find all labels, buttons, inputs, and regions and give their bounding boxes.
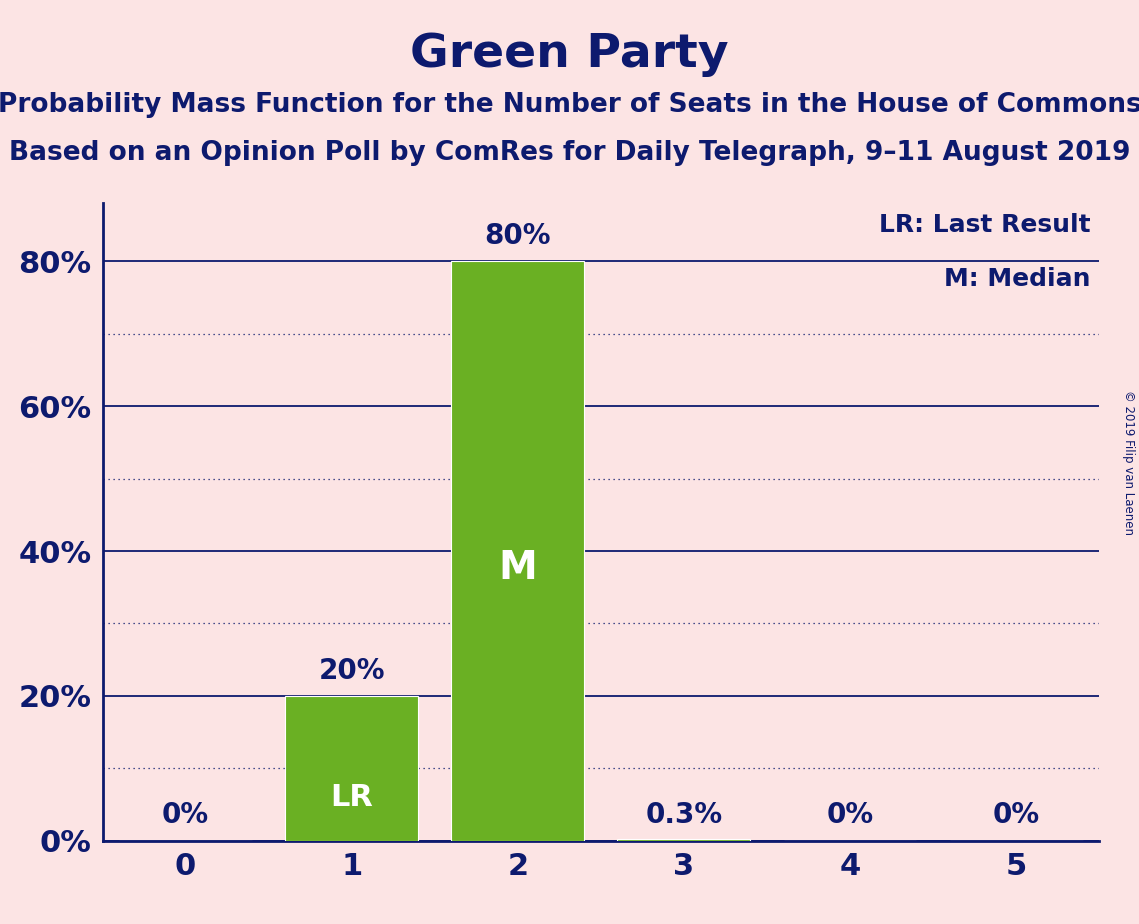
Text: Based on an Opinion Poll by ComRes for Daily Telegraph, 9–11 August 2019: Based on an Opinion Poll by ComRes for D…: [9, 140, 1130, 166]
Text: © 2019 Filip van Laenen: © 2019 Filip van Laenen: [1122, 390, 1136, 534]
Text: LR: LR: [330, 783, 374, 812]
Text: 20%: 20%: [319, 657, 385, 685]
Text: M: Median: M: Median: [944, 267, 1091, 291]
Bar: [617, 839, 751, 841]
Text: 0%: 0%: [162, 801, 210, 830]
Text: 0.3%: 0.3%: [646, 801, 722, 830]
Text: LR: Last Result: LR: Last Result: [879, 213, 1091, 237]
Text: 80%: 80%: [484, 223, 551, 250]
Text: M: M: [499, 550, 538, 588]
Text: 0%: 0%: [992, 801, 1040, 830]
Text: Green Party: Green Party: [410, 32, 729, 78]
Bar: [285, 696, 418, 841]
Text: Probability Mass Function for the Number of Seats in the House of Commons: Probability Mass Function for the Number…: [0, 92, 1139, 118]
Bar: [451, 261, 584, 841]
Text: 0%: 0%: [827, 801, 874, 830]
